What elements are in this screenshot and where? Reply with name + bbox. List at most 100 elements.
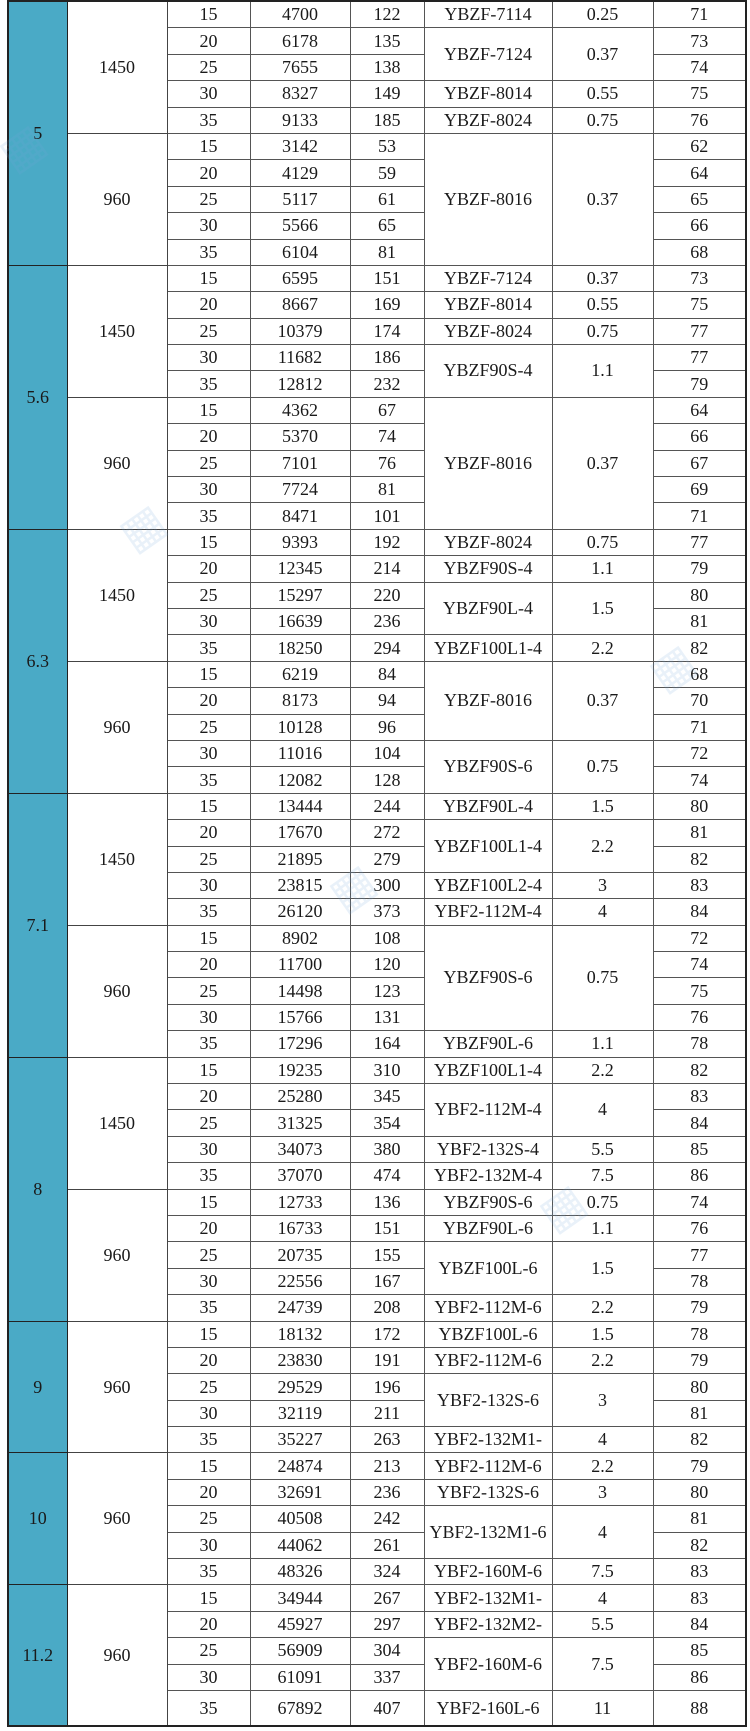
noise-cell: 74 (652, 766, 747, 794)
power-cell: 1.5 (551, 581, 654, 636)
motor-model-cell: YBF2-112M-4 (423, 1083, 553, 1137)
noise-cell: 82 (652, 634, 747, 662)
noise-cell: 82 (652, 1056, 747, 1085)
airflow-cell: 6595 (249, 264, 351, 293)
pressure-cell: 304 (349, 1637, 425, 1665)
noise-cell: 85 (652, 1637, 747, 1665)
angle-cell: 35 (166, 766, 251, 794)
power-cell: 0.75 (551, 528, 654, 557)
airflow-cell: 14498 (249, 977, 351, 1005)
angle-cell: 30 (166, 1399, 251, 1428)
angle-cell: 15 (166, 132, 251, 161)
pressure-cell: 300 (349, 871, 425, 900)
angle-cell: 35 (166, 238, 251, 266)
pressure-cell: 167 (349, 1267, 425, 1296)
motor-model-cell: YBF2-160M-6 (423, 1637, 553, 1691)
angle-cell: 25 (166, 713, 251, 741)
pressure-cell: 174 (349, 317, 425, 346)
airflow-cell: 7655 (249, 53, 351, 82)
angle-cell: 35 (166, 1426, 251, 1454)
motor-model-cell: YBZF-8016 (423, 660, 553, 741)
table-row: 30 22556 167 78 (8, 1267, 747, 1296)
airflow-cell: 32691 (249, 1478, 351, 1507)
noise-cell: 86 (652, 1663, 747, 1692)
angle-cell: 25 (166, 581, 251, 609)
power-cell: 4 (551, 898, 654, 926)
table-row: 9 960 15 18132 172 YBZF100L-6 1.5 78 (7, 1320, 747, 1454)
motor-model-cell: YBF2-112M-6 (423, 1452, 553, 1480)
pressure-cell: 172 (349, 1320, 425, 1348)
power-cell: 0.37 (551, 27, 654, 82)
angle-cell: 35 (166, 1690, 251, 1727)
power-cell: 0.37 (551, 660, 654, 741)
pressure-cell: 345 (349, 1083, 425, 1111)
table-row: 20 45927 297 YBF2-132M2- 5.5 84 (8, 1610, 747, 1639)
speed-cell: 1450 (66, 528, 168, 662)
noise-cell: 86 (652, 1162, 747, 1190)
noise-cell: 81 (652, 1505, 747, 1533)
pressure-cell: 135 (349, 27, 425, 55)
speed-cell: 1450 (66, 264, 168, 398)
noise-cell: 67 (652, 449, 747, 478)
power-cell: 3 (551, 871, 654, 900)
pressure-cell: 294 (349, 634, 425, 662)
table-row: 20 5370 74 66 (8, 423, 747, 451)
noise-cell: 64 (652, 159, 747, 187)
noise-cell: 73 (652, 264, 747, 293)
angle-cell: 30 (166, 1267, 251, 1296)
pressure-cell: 192 (349, 528, 425, 557)
noise-cell: 75 (652, 977, 747, 1005)
angle-cell: 20 (166, 1214, 251, 1243)
airflow-cell: 16639 (249, 607, 351, 636)
pressure-cell: 191 (349, 1346, 425, 1375)
noise-cell: 80 (652, 581, 747, 609)
motor-model-cell: YBZF-7124 (423, 264, 553, 293)
pressure-cell: 354 (349, 1109, 425, 1137)
table-row: 35 9133 185 YBZF-8024 0.75 76 (8, 106, 747, 134)
angle-cell: 35 (166, 898, 251, 926)
airflow-cell: 23830 (249, 1346, 351, 1375)
airflow-cell: 3142 (249, 132, 351, 161)
motor-model-cell: YBZF90L-6 (423, 1030, 553, 1058)
angle-cell: 35 (166, 502, 251, 530)
speed-cell: 1450 (66, 0, 168, 134)
airflow-cell: 10128 (249, 713, 351, 741)
pressure-cell: 96 (349, 713, 425, 741)
airflow-cell: 21895 (249, 845, 351, 873)
pressure-cell: 104 (349, 739, 425, 768)
airflow-cell: 12345 (249, 555, 351, 583)
table-row: 20 16733 151 YBZF90L-6 1.1 76 (8, 1214, 747, 1243)
pressure-cell: 236 (349, 607, 425, 636)
airflow-cell: 8902 (249, 924, 351, 953)
pressure-cell: 136 (349, 1188, 425, 1216)
angle-cell: 25 (166, 1637, 251, 1665)
power-cell: 0.37 (551, 396, 654, 530)
airflow-cell: 67892 (249, 1690, 351, 1727)
motor-model-cell: YBZF90L-4 (423, 792, 553, 821)
pressure-cell: 242 (349, 1505, 425, 1533)
power-cell: 11 (551, 1690, 654, 1727)
airflow-cell: 12812 (249, 370, 351, 398)
pressure-cell: 208 (349, 1294, 425, 1322)
noise-cell: 77 (652, 317, 747, 346)
noise-cell: 81 (652, 819, 747, 847)
airflow-cell: 15297 (249, 581, 351, 609)
speed-cell: 960 (66, 1584, 168, 1727)
table-row: 25 40508 242 YBF2-132M1-6 4 81 (8, 1505, 747, 1560)
airflow-cell: 12082 (249, 766, 351, 794)
noise-cell: 71 (652, 502, 747, 530)
table-row: 20 6178 135 YBZF-7124 0.37 73 (8, 27, 747, 82)
table-row: 25 21895 279 82 (8, 845, 747, 873)
noise-cell: 85 (652, 1135, 747, 1164)
airflow-cell: 9393 (249, 528, 351, 557)
angle-cell: 20 (166, 159, 251, 187)
power-cell: 5.5 (551, 1610, 654, 1639)
airflow-cell: 8173 (249, 687, 351, 715)
motor-model-cell: YBZF100L1-4 (423, 819, 553, 873)
impeller-number-cell: 8 (7, 1056, 68, 1322)
table-row: 35 67892 407 YBF2-160L-6 11 88 (8, 1690, 747, 1727)
power-cell: 3 (551, 1478, 654, 1507)
angle-cell: 20 (166, 951, 251, 979)
noise-cell: 79 (652, 555, 747, 583)
angle-cell: 25 (166, 185, 251, 214)
